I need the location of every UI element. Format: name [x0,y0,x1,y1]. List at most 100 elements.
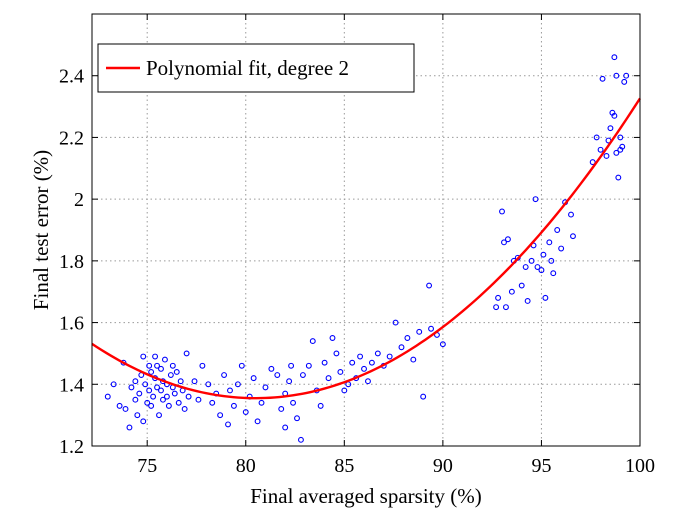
data-point [540,251,547,258]
data-point [439,341,446,348]
data-point [603,152,610,159]
data-point [570,233,576,240]
data-point [136,390,143,397]
data-point [156,412,162,419]
data-point [613,72,620,79]
data-point [524,298,531,304]
data-point [299,372,306,378]
y-axis-title: Final test error (%) [29,150,53,310]
data-point [361,365,367,372]
data-point [183,350,190,357]
data-point [128,384,135,391]
data-point [337,368,344,375]
fit-line [91,97,642,400]
data-point [116,402,123,409]
x-tick-label: 85 [334,455,354,477]
data-point [554,227,561,233]
data-point [550,270,557,277]
data-point [426,282,433,289]
data-point [542,294,549,301]
data-point [177,378,184,385]
data-point [297,436,304,443]
data-point [341,387,348,394]
data-point [365,378,371,385]
data-point [254,418,261,425]
data-point [504,236,511,243]
y-tick-label: 1.2 [59,436,84,458]
data-point [532,196,539,203]
data-point [191,378,198,385]
x-tick-label: 90 [433,455,453,477]
data-point [508,288,515,295]
data-point [558,245,565,252]
legend-box [97,43,415,93]
data-point [568,211,574,218]
data-point [546,239,553,246]
data-point [227,387,233,394]
data-point [250,375,257,382]
data-point [144,399,151,406]
x-tick-label: 75 [137,455,157,477]
data-point [278,406,285,412]
data-point [205,381,212,388]
x-tick-labels: 75 80 85 90 95 100 [137,455,655,477]
data-point [290,399,297,406]
data-point [148,402,155,409]
data-point [146,362,153,369]
data-point [150,393,157,400]
data-point [528,257,535,264]
data-point [163,393,170,400]
x-tick-label: 80 [236,455,256,477]
data-point [607,125,614,132]
data-point [169,362,176,369]
data-point [613,149,620,156]
data-point [534,264,541,270]
data-point [428,325,435,332]
data-point [617,134,624,141]
data-point [374,350,381,357]
data-point [122,406,129,412]
data-point [148,368,155,375]
data-point [104,393,111,400]
data-point [392,319,399,326]
data-point [404,335,411,341]
data-point [410,356,417,363]
data-point [175,399,182,406]
data-point [615,174,622,181]
data-point [154,362,161,369]
data-point [268,365,275,372]
x-tick-label: 95 [531,455,551,477]
data-point [173,368,180,375]
data-point [195,396,202,403]
data-point [225,421,231,428]
data-point [317,402,324,409]
y-tick-label: 2.2 [59,127,84,149]
axis-ticks [92,14,641,447]
data-point [357,353,364,360]
data-point [140,418,147,425]
data-point [167,372,174,378]
legend: Polynomial fit, degree 2 [97,43,415,93]
data-point [286,378,293,385]
y-tick-label: 2.4 [59,66,84,88]
data-point [152,353,159,360]
data-point [538,267,545,274]
y-tick-label: 1.8 [59,251,84,273]
data-point [165,402,172,409]
data-point [619,143,626,150]
data-point [158,387,164,394]
data-point [185,393,192,400]
data-point [495,294,502,301]
data-point [217,412,224,419]
y-tick-label: 2 [74,189,84,211]
data-point [621,78,628,85]
legend-label-fit: Polynomial fit, degree 2 [146,56,349,80]
data-point [499,208,505,215]
data-point [209,399,216,406]
data-point [282,424,289,431]
x-axis-title: Final averaged sparsity (%) [250,484,482,508]
data-point [611,54,618,61]
y-tick-label: 1.4 [59,374,84,396]
data-point [262,384,269,391]
data-point [294,415,300,422]
